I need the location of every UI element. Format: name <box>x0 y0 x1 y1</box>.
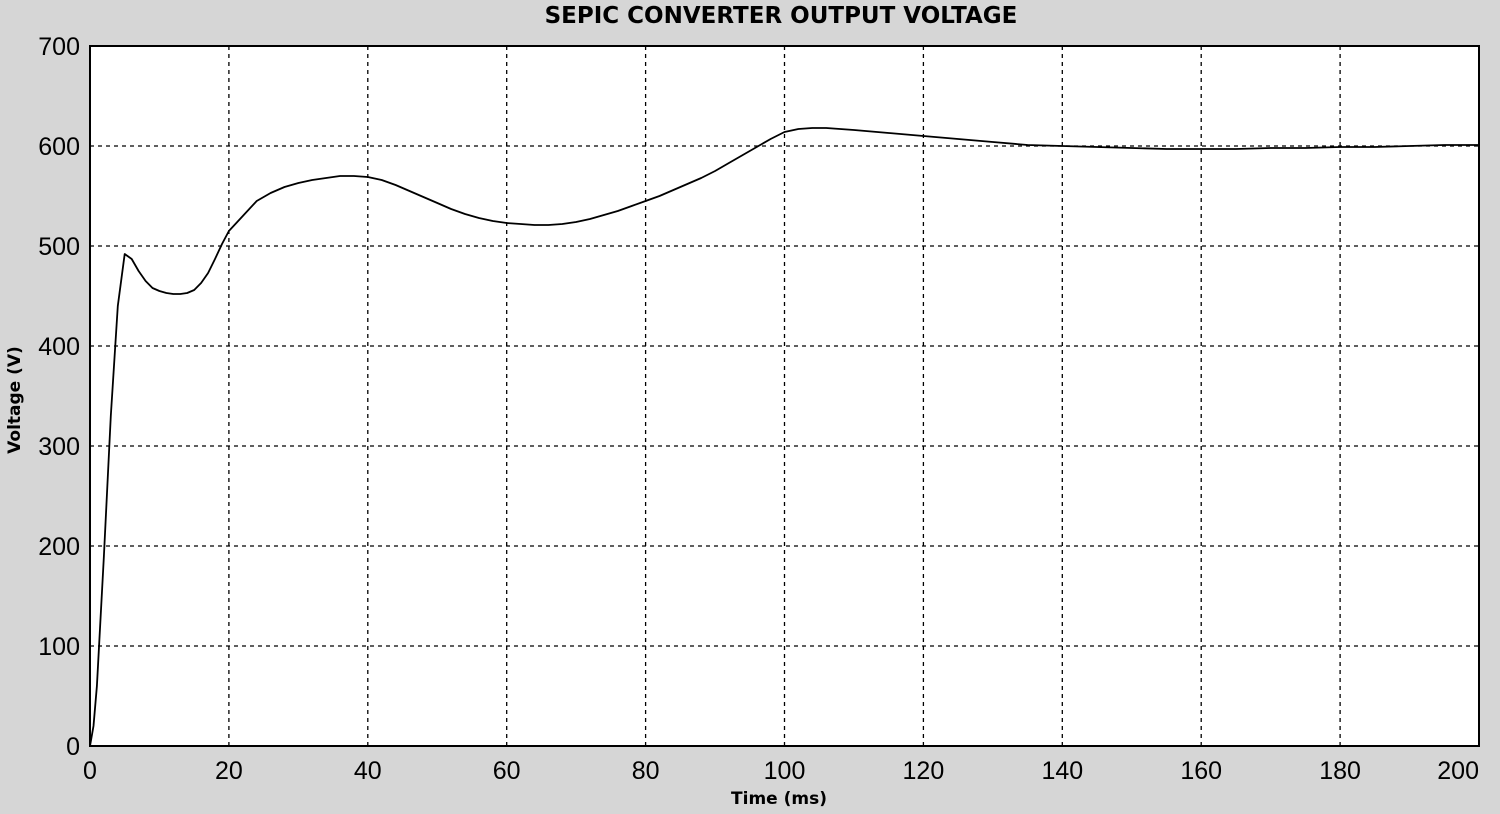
y-tick-label-7: 700 <box>38 33 80 61</box>
y-tick-label-6: 600 <box>38 133 80 161</box>
x-axis-label: Time (ms) <box>731 789 827 809</box>
x-tick-label-9: 180 <box>1319 757 1361 785</box>
y-tick-label-2: 200 <box>38 533 80 561</box>
x-tick-label-10: 200 <box>1437 757 1479 785</box>
x-tick-label-5: 100 <box>764 757 806 785</box>
x-tick-label-0: 0 <box>83 757 97 785</box>
y-tick-label-3: 300 <box>38 433 80 461</box>
plot-area <box>90 46 1479 746</box>
x-tick-label-6: 120 <box>903 757 945 785</box>
y-axis-ticks: 0 100 200 300 400 500 600 700 <box>38 33 80 761</box>
x-tick-label-1: 20 <box>215 757 243 785</box>
y-tick-label-5: 500 <box>38 233 80 261</box>
x-tick-label-8: 160 <box>1180 757 1222 785</box>
x-tick-label-7: 140 <box>1041 757 1083 785</box>
y-tick-label-4: 400 <box>38 333 80 361</box>
y-axis-label: Voltage (V) <box>5 346 25 454</box>
y-tick-label-1: 100 <box>38 633 80 661</box>
y-tick-label-0: 0 <box>66 733 80 761</box>
chart-title: SEPIC CONVERTER OUTPUT VOLTAGE <box>545 3 1018 29</box>
voltage-series-line <box>89 127 1479 747</box>
x-tick-label-2: 40 <box>354 757 382 785</box>
x-tick-label-4: 80 <box>632 757 660 785</box>
x-axis-ticks: 0 20 40 60 80 100 120 140 160 180 200 <box>83 757 1479 785</box>
plot-frame <box>89 45 1480 747</box>
x-tick-label-3: 60 <box>493 757 521 785</box>
